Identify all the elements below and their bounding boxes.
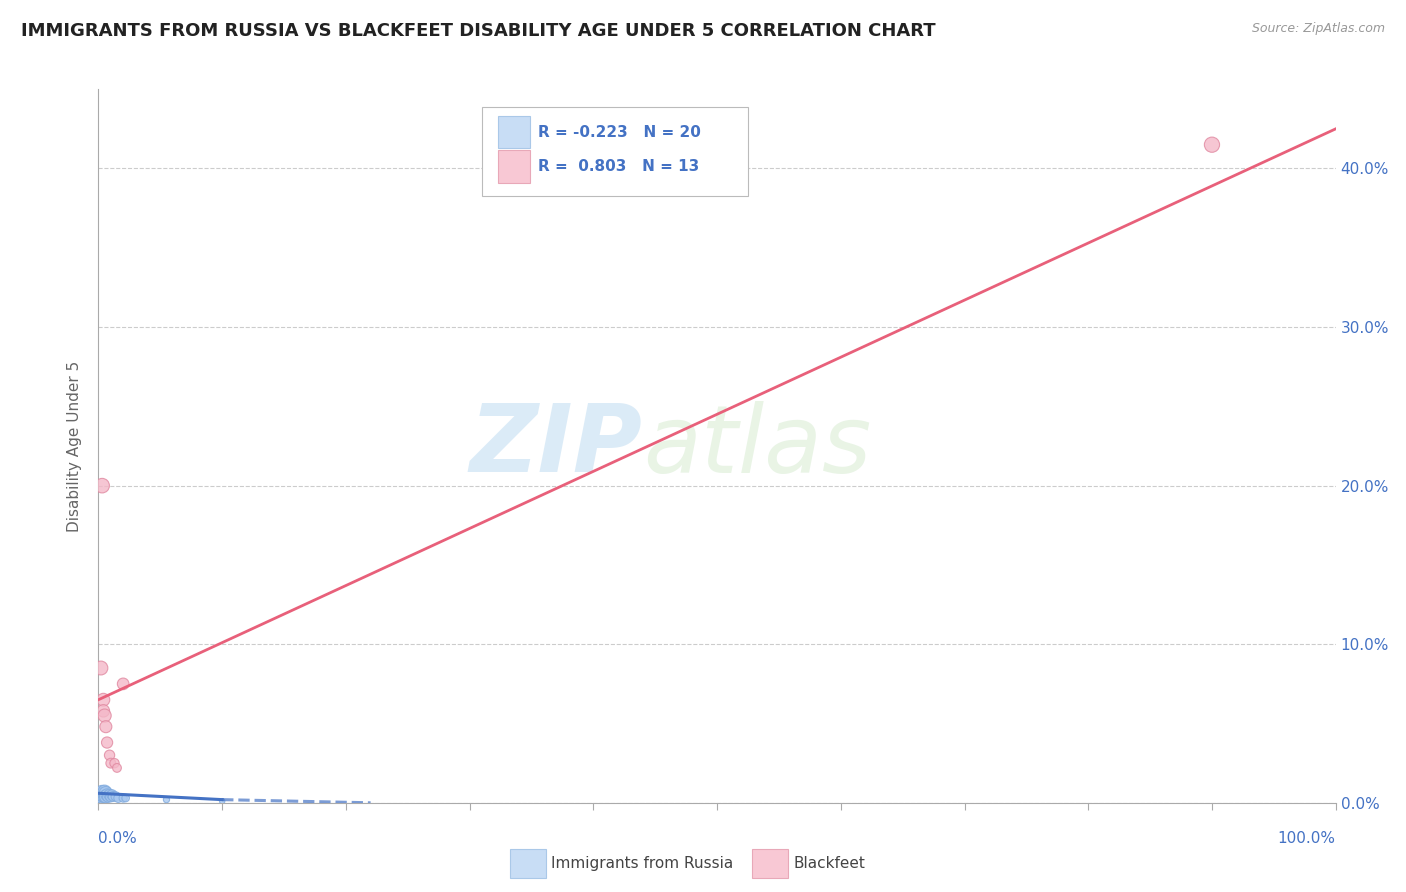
Text: Immigrants from Russia: Immigrants from Russia (551, 856, 734, 871)
Point (155, 792, 177, 806)
Point (93, 785, 115, 799)
Point (103, 756, 125, 771)
Point (93, 692, 115, 706)
Point (91, 789, 114, 804)
Point (112, 791, 135, 805)
Text: IMMIGRANTS FROM RUSSIA VS BLACKFEET DISABILITY AGE UNDER 5 CORRELATION CHART: IMMIGRANTS FROM RUSSIA VS BLACKFEET DISA… (21, 22, 936, 40)
Point (104, 789, 127, 804)
Point (94, 789, 117, 804)
Point (93, 704, 115, 718)
Text: R =  0.803   N = 13: R = 0.803 N = 13 (537, 159, 699, 174)
Text: 0.0%: 0.0% (98, 831, 138, 847)
Point (101, 788, 124, 802)
Point (105, 761, 128, 775)
Point (98, 748, 121, 763)
FancyBboxPatch shape (752, 849, 787, 878)
Point (107, 791, 129, 805)
Point (93, 788, 115, 802)
Point (96, 735, 118, 749)
Text: Blackfeet: Blackfeet (794, 856, 866, 871)
Point (90, 788, 112, 802)
Point (112, 677, 135, 691)
Text: atlas: atlas (643, 401, 872, 491)
Point (97, 789, 120, 804)
Text: ZIP: ZIP (470, 400, 643, 492)
Point (98, 788, 121, 802)
Point (90, 661, 112, 675)
Point (103, 789, 125, 804)
FancyBboxPatch shape (498, 116, 530, 148)
Text: Source: ZipAtlas.com: Source: ZipAtlas.com (1251, 22, 1385, 36)
FancyBboxPatch shape (498, 150, 530, 183)
Point (114, 791, 136, 805)
Y-axis label: Disability Age Under 5: Disability Age Under 5 (67, 360, 83, 532)
Point (211, 794, 233, 808)
FancyBboxPatch shape (510, 849, 547, 878)
Text: 100.0%: 100.0% (1278, 831, 1336, 847)
FancyBboxPatch shape (482, 107, 748, 196)
Point (94, 720, 117, 734)
Point (100, 756, 122, 771)
Point (91, 786, 114, 800)
Point (93, 789, 115, 804)
Point (94, 786, 117, 800)
Text: R = -0.223   N = 20: R = -0.223 N = 20 (537, 125, 700, 139)
Point (93, 708, 115, 723)
Point (96, 788, 118, 802)
Point (100, 789, 122, 804)
Point (91, 478, 114, 492)
Point (1201, 137, 1223, 152)
